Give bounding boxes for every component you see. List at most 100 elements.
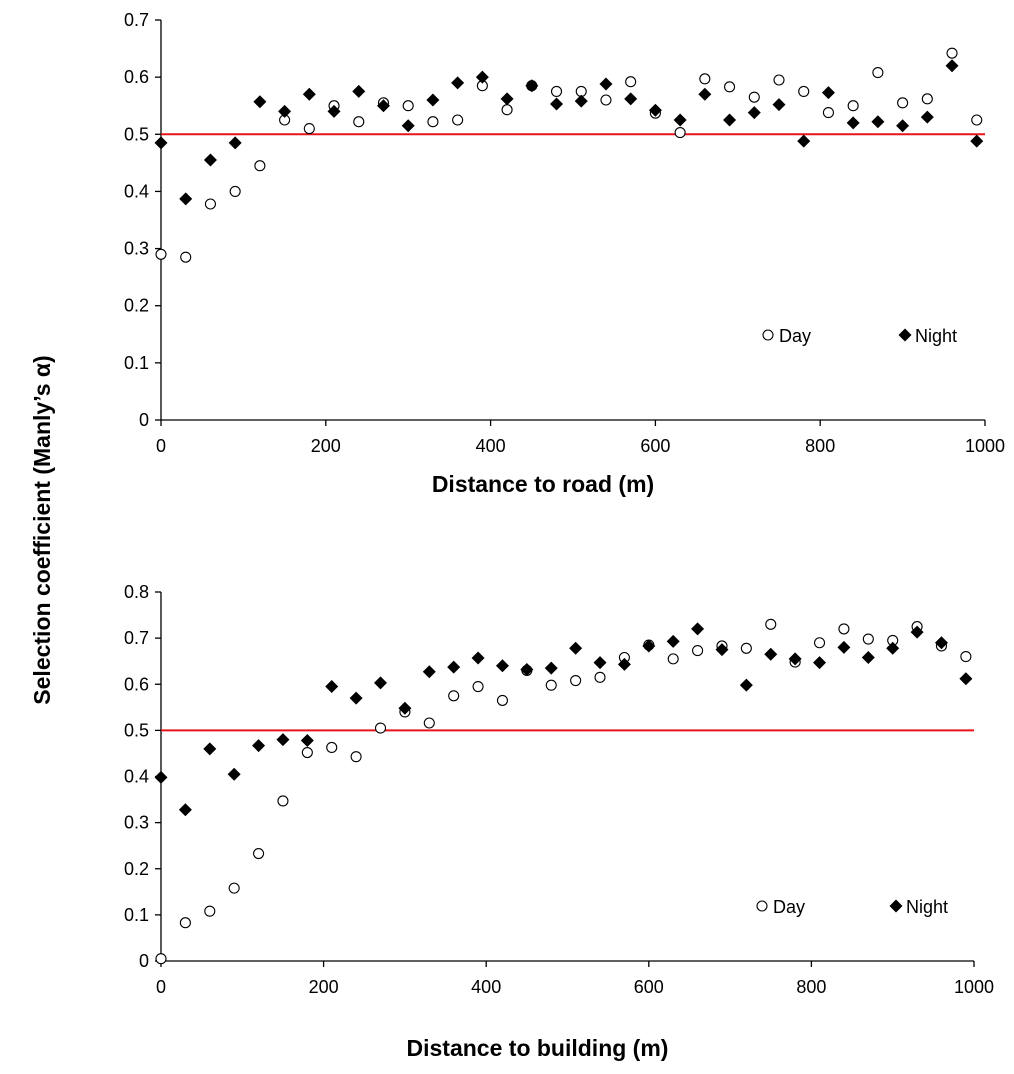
day-point: [350, 751, 362, 763]
day-point: [748, 91, 760, 103]
day-point: [155, 953, 167, 965]
night-point: [253, 95, 267, 109]
day-point: [550, 85, 563, 97]
night-point: [227, 767, 241, 781]
day-point: [798, 85, 810, 97]
legend-night-label: Night: [915, 326, 957, 346]
road-chart: 0 0.1 0.2 0.3 0.4 0.5 0.6 0.7 0 200 400 600 800 1000 D…: [124, 10, 1005, 497]
x-axis-title: Distance to road (m): [432, 471, 654, 497]
day-point: [971, 114, 983, 126]
night-point: [374, 676, 388, 690]
night-point: [451, 76, 465, 90]
y-tick-label: 0.4: [124, 181, 149, 201]
day-point: [155, 248, 167, 260]
night-point: [520, 662, 534, 676]
night-point: [739, 678, 753, 692]
day-point: [254, 160, 266, 172]
day-point: [229, 185, 241, 197]
day-point: [501, 104, 513, 116]
series-day: [155, 618, 972, 965]
night-point: [154, 770, 168, 784]
series-night: [154, 59, 984, 206]
night-point: [544, 661, 558, 675]
x-tick-label: 600: [640, 436, 670, 456]
night-point: [861, 650, 875, 664]
night-point: [276, 733, 290, 747]
night-point: [327, 104, 341, 118]
x-tick-label: 400: [471, 977, 501, 997]
night-point: [203, 742, 217, 756]
series-day: [155, 47, 983, 263]
day-point: [847, 100, 859, 112]
x-tick-label: 0: [156, 977, 166, 997]
x-tick-label: 800: [796, 977, 826, 997]
y-tick-label: 0: [139, 951, 149, 971]
night-point: [574, 94, 588, 108]
night-point: [624, 92, 638, 106]
day-point: [374, 722, 387, 734]
night-point: [797, 134, 811, 148]
y-tick-label: 0.5: [124, 720, 149, 740]
x-tick-label: 0: [156, 436, 166, 456]
x-tick-label: 400: [476, 436, 506, 456]
night-point: [764, 647, 778, 661]
y-tick-label: 0.5: [124, 124, 149, 144]
night-point: [788, 652, 802, 666]
legend-day-marker: [762, 329, 774, 341]
night-point: [252, 739, 266, 753]
day-point: [765, 618, 777, 630]
y-tick-label: 0.7: [124, 10, 149, 30]
night-point: [500, 92, 514, 106]
night-point: [648, 103, 662, 117]
night-point: [920, 110, 934, 124]
x-tick-label: 1000: [954, 977, 994, 997]
night-point: [426, 93, 440, 107]
night-point: [747, 106, 761, 120]
night-point: [970, 134, 984, 148]
day-point: [600, 94, 612, 106]
y-tick-label: 0.3: [124, 239, 149, 259]
legend-night-marker: [889, 899, 903, 913]
night-point: [886, 641, 900, 655]
day-point: [496, 694, 509, 706]
night-point: [910, 625, 924, 639]
day-point: [326, 741, 338, 753]
night-point: [871, 115, 885, 129]
y-tick-label: 0.1: [124, 353, 149, 373]
night-point: [821, 86, 835, 100]
night-point: [376, 99, 390, 113]
night-point: [673, 113, 687, 127]
night-point: [550, 97, 564, 111]
night-point: [772, 98, 786, 112]
x-tick-label: 200: [311, 436, 341, 456]
day-point: [301, 746, 313, 759]
night-point: [178, 803, 192, 817]
x-axis-title: Distance to building (m): [407, 1035, 669, 1061]
night-point: [666, 634, 680, 648]
y-tick-label: 0.6: [124, 67, 149, 87]
legend-day-marker: [756, 900, 768, 912]
y-tick-label: 0.1: [124, 905, 149, 925]
night-point: [422, 665, 436, 679]
shared-y-axis-title: Selection coefficient (Manly’s α): [29, 355, 55, 704]
night-point: [179, 192, 193, 206]
night-point: [593, 656, 607, 670]
day-point: [545, 679, 557, 691]
legend-day-label: Day: [773, 897, 805, 917]
night-point: [691, 622, 705, 636]
day-point: [674, 127, 686, 139]
day-point: [277, 795, 289, 807]
night-point: [525, 79, 539, 93]
day-point: [472, 681, 484, 693]
night-point: [569, 641, 583, 655]
x-tick-label: 1000: [965, 436, 1005, 456]
day-point: [960, 651, 972, 663]
y-tick-label: 0.7: [124, 628, 149, 648]
day-point: [427, 116, 439, 128]
day-point: [872, 67, 884, 79]
legend: Day Night: [762, 326, 957, 346]
day-point: [773, 74, 785, 86]
night-point: [278, 104, 292, 118]
night-point: [617, 657, 631, 671]
